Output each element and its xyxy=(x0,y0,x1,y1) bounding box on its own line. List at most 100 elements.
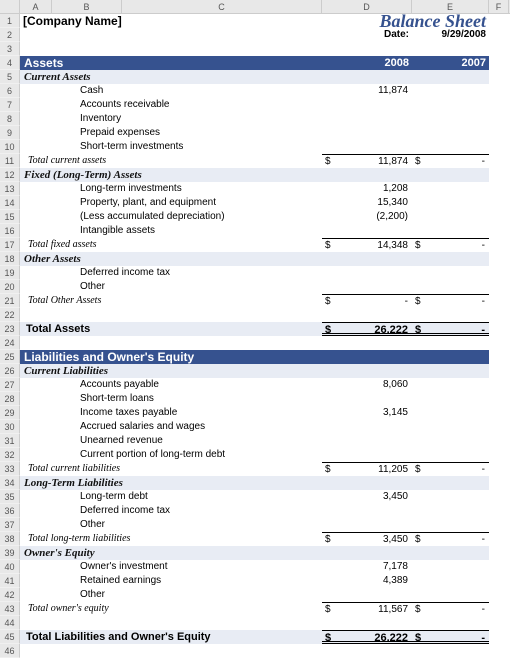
line-item-value-2 xyxy=(412,266,489,280)
line-item-value-1: 11,874 xyxy=(322,84,412,98)
line-item-label: Intangible assets xyxy=(52,224,322,238)
line-item-value-1 xyxy=(322,392,412,406)
subsection-header: Long-Term Liabilities xyxy=(20,476,489,490)
line-item-label: Accounts payable xyxy=(52,378,322,392)
line-item-value-1: 7,178 xyxy=(322,560,412,574)
line-item-value-2 xyxy=(412,182,489,196)
row-number: 6 xyxy=(0,84,20,98)
line-item-value-2 xyxy=(412,224,489,238)
company-name: [Company Name] xyxy=(20,14,322,28)
line-item-value-2 xyxy=(412,210,489,224)
line-item-label: (Less accumulated depreciation) xyxy=(52,210,322,224)
row-number: 13 xyxy=(0,182,20,196)
line-item-label: Short-term loans xyxy=(52,392,322,406)
line-item-label: Cash xyxy=(52,84,322,98)
line-item-value-2 xyxy=(412,280,489,294)
subtotal-value-2: $ xyxy=(412,462,489,476)
line-item-value-2 xyxy=(412,378,489,392)
subtotal-label: Total current assets xyxy=(20,154,322,168)
row-number: 14 xyxy=(0,196,20,210)
row-number: 7 xyxy=(0,98,20,112)
row-number: 31 xyxy=(0,434,20,448)
section-total-value-2: $ xyxy=(412,322,489,336)
line-item-value-1 xyxy=(322,98,412,112)
row-number: 44 xyxy=(0,616,20,630)
line-item-value-2 xyxy=(412,112,489,126)
line-item-value-2 xyxy=(412,98,489,112)
row-number: 3 xyxy=(0,42,20,56)
subtotal-value-2: $ xyxy=(412,532,489,546)
line-item-value-2 xyxy=(412,196,489,210)
row-number: 32 xyxy=(0,448,20,462)
subtotal-label: Total fixed assets xyxy=(20,238,322,252)
line-item-label: Deferred income tax xyxy=(52,266,322,280)
line-item-label: Income taxes payable xyxy=(52,406,322,420)
row-number: 17 xyxy=(0,238,20,252)
row-number: 2 xyxy=(0,28,20,42)
row-number: 9 xyxy=(0,126,20,140)
row-number: 16 xyxy=(0,224,20,238)
line-item-label: Long-term debt xyxy=(52,490,322,504)
line-item-value-2 xyxy=(412,392,489,406)
row-number: 26 xyxy=(0,364,20,378)
line-item-value-2 xyxy=(412,560,489,574)
subtotal-value-2: $ xyxy=(412,154,489,168)
line-item-value-2 xyxy=(412,434,489,448)
row-number: 18 xyxy=(0,252,20,266)
line-item-value-2 xyxy=(412,504,489,518)
row-number: 4 xyxy=(0,56,20,70)
line-item-label: Property, plant, and equipment xyxy=(52,196,322,210)
subtotal-label: Total Other Assets xyxy=(20,294,322,308)
line-item-value-1 xyxy=(322,266,412,280)
row-number: 1 xyxy=(0,14,20,28)
row-number: 28 xyxy=(0,392,20,406)
row-number: 34 xyxy=(0,476,20,490)
row-number: 42 xyxy=(0,588,20,602)
line-item-value-1 xyxy=(322,280,412,294)
line-item-value-1: 1,208 xyxy=(322,182,412,196)
line-item-label: Other xyxy=(52,518,322,532)
row-number: 36 xyxy=(0,504,20,518)
row-number: 35 xyxy=(0,490,20,504)
line-item-value-2 xyxy=(412,574,489,588)
line-item-value-2 xyxy=(412,490,489,504)
row-number: 30 xyxy=(0,420,20,434)
row-number: 41 xyxy=(0,574,20,588)
row-number: 12 xyxy=(0,168,20,182)
line-item-value-1: 4,389 xyxy=(322,574,412,588)
line-item-value-1 xyxy=(322,448,412,462)
line-item-value-1 xyxy=(322,420,412,434)
line-item-label: Retained earnings xyxy=(52,574,322,588)
section-total-label: Total Assets xyxy=(20,322,322,336)
line-item-label: Inventory xyxy=(52,112,322,126)
subtotal-value-1: $14,348 xyxy=(322,238,412,252)
subtotal-value-1: $ xyxy=(322,294,412,308)
row-number: 33 xyxy=(0,462,20,476)
line-item-value-1 xyxy=(322,434,412,448)
row-number: 37 xyxy=(0,518,20,532)
line-item-label: Current portion of long-term debt xyxy=(52,448,322,462)
row-number: 21 xyxy=(0,294,20,308)
row-number: 11 xyxy=(0,154,20,168)
line-item-value-1 xyxy=(322,224,412,238)
subtotal-value-2: $ xyxy=(412,602,489,616)
subtotal-value-1: $11,874 xyxy=(322,154,412,168)
line-item-value-2 xyxy=(412,84,489,98)
sheet-title: Balance Sheet xyxy=(322,14,489,28)
line-item-value-2 xyxy=(412,518,489,532)
line-item-value-1 xyxy=(322,140,412,154)
row-number: 22 xyxy=(0,308,20,322)
row-number: 27 xyxy=(0,378,20,392)
year-col-1: 2008 xyxy=(322,56,412,70)
subtotal-label: Total owner's equity xyxy=(20,602,322,616)
line-item-value-1 xyxy=(322,588,412,602)
subtotal-label: Total long-term liabilities xyxy=(20,532,322,546)
year-col-2: 2007 xyxy=(412,56,489,70)
row-number: 29 xyxy=(0,406,20,420)
row-number: 43 xyxy=(0,602,20,616)
subsection-header: Owner's Equity xyxy=(20,546,489,560)
line-item-value-1: 3,450 xyxy=(322,490,412,504)
line-item-value-1 xyxy=(322,126,412,140)
line-item-value-2 xyxy=(412,140,489,154)
line-item-value-2 xyxy=(412,126,489,140)
